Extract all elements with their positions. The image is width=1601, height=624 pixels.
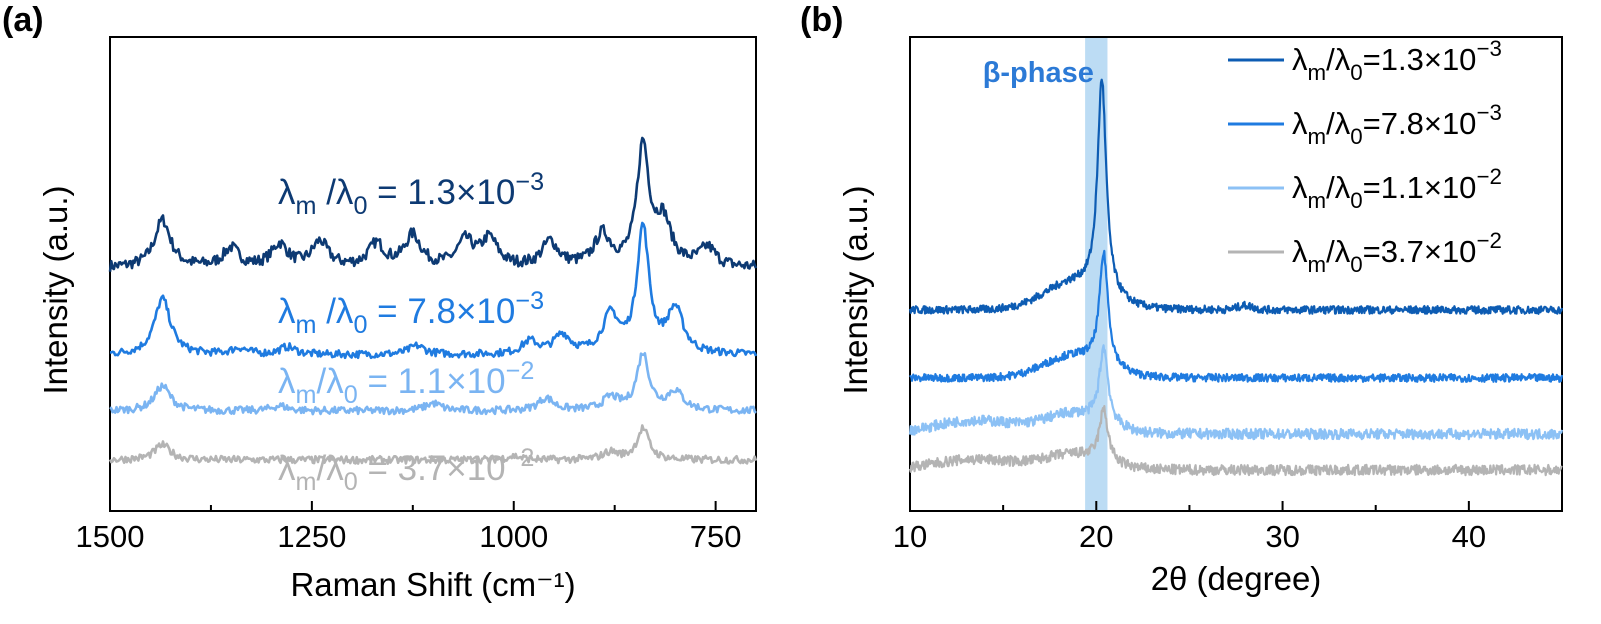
panel-a-series-label-2: λm /λ0 = 7.8×10−3 bbox=[278, 287, 544, 339]
panel-a-series-label-4: λm/λ0 = 3.7×10−2 bbox=[278, 444, 534, 496]
panel-a-tick-label: 1500 bbox=[76, 519, 145, 554]
panel-b-legend-label-2: λm/λ0=7.8×10−3 bbox=[1292, 100, 1502, 149]
panel-a-y-axis-title: Intensity (a.u.) bbox=[37, 185, 74, 394]
panel-a-plot-frame bbox=[109, 36, 757, 512]
panel-b-series-line-2 bbox=[909, 249, 1564, 383]
panel-a-series-label-3: λm/λ0 = 1.1×10−2 bbox=[278, 357, 534, 409]
panel-b-tick-label: 30 bbox=[1265, 519, 1299, 554]
panel-a-tick-label: 1250 bbox=[277, 519, 346, 554]
panel-a-tick-label: 1000 bbox=[479, 519, 548, 554]
panel-a-series-line-1 bbox=[108, 136, 758, 272]
panel-b-y-axis-title: Intensity (a.u.) bbox=[837, 185, 874, 394]
panel-a-x-axis-title: Raman Shift (cm⁻¹) bbox=[290, 566, 575, 603]
panel-b-tick-label: 20 bbox=[1079, 519, 1113, 554]
panel-b-x-ticks: 10 20 30 40 bbox=[893, 501, 1563, 554]
panel-b-legend: λm/λ0=1.3×10−3 λm/λ0=7.8×10−3 λm/λ0=1.1×10… bbox=[1228, 36, 1502, 277]
panel-b-label: (b) bbox=[800, 1, 843, 39]
panel-a-series-line-2 bbox=[109, 221, 758, 360]
panel-b-xrd-chart: (b) β-phase 10 20 30 40 λm/λ0=1.3×10−3λm/λ0… bbox=[800, 1, 1564, 597]
panel-b-series-line-4 bbox=[908, 405, 1563, 477]
beta-phase-band bbox=[1085, 37, 1108, 511]
panel-b-legend-label-4: λm/λ0=3.7×10−2 bbox=[1292, 228, 1502, 277]
panel-b-x-axis-title: 2θ (degree) bbox=[1151, 560, 1322, 597]
panel-b-legend-label-3: λm/λ0=1.1×10−2 bbox=[1292, 164, 1502, 213]
panel-b-tick-label: 10 bbox=[893, 519, 927, 554]
panel-b-plot-frame bbox=[909, 36, 1563, 512]
panel-a-label: (a) bbox=[2, 1, 44, 39]
panel-a-series-label-1: λm /λ0 = 1.3×10−3 bbox=[278, 168, 544, 220]
panel-a-x-ticks: 1500 1250 1000 750 bbox=[76, 501, 742, 554]
beta-phase-label: β-phase bbox=[983, 57, 1094, 89]
panel-a-series-line-4 bbox=[108, 424, 758, 465]
panel-b-legend-label-1: λm/λ0=1.3×10−3 bbox=[1292, 36, 1502, 85]
panel-a-series-line-3 bbox=[109, 352, 757, 416]
panel-a-series-lines bbox=[108, 136, 758, 465]
panel-a-tick-label: 750 bbox=[690, 519, 742, 554]
panel-b-series-line-1 bbox=[908, 78, 1564, 315]
panel-b-series-line-3 bbox=[908, 344, 1564, 441]
panel-b-series-lines bbox=[908, 78, 1564, 477]
panel-a-series-labels: λm /λ0 = 1.3×10−3 λm /λ0 = 7.8×10−3 λm/λ0 … bbox=[278, 168, 544, 496]
panel-b-tick-label: 40 bbox=[1452, 519, 1486, 554]
panel-a-raman-chart: (a) 1500 1250 1000 750 λm /λ0 = 1.3×10−3λm … bbox=[2, 1, 758, 603]
